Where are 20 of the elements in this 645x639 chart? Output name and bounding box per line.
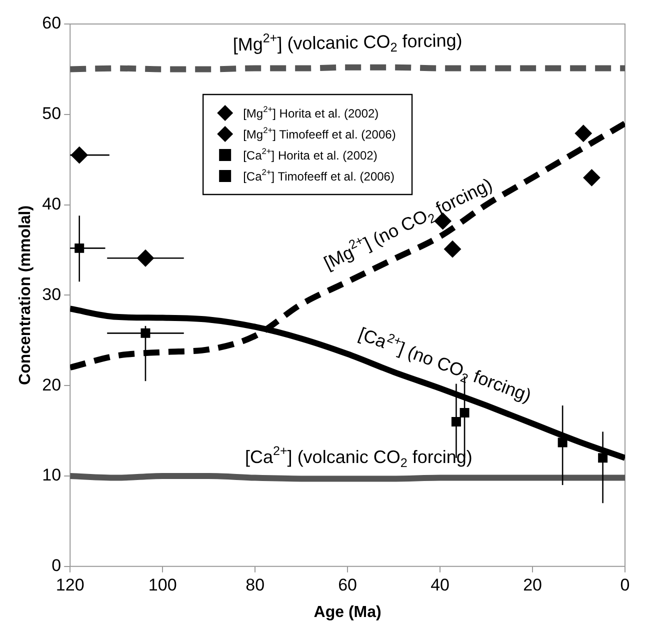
x-axis-title: Age (Ma): [314, 604, 382, 621]
y-tick-label: 0: [52, 556, 62, 576]
y-tick-label: 50: [42, 104, 62, 124]
x-tick-label: 60: [338, 575, 358, 594]
y-tick-label: 40: [42, 194, 62, 214]
y-axis-title: Concentration (mmolal): [17, 205, 34, 385]
point: [444, 240, 462, 258]
x-tick-label: 20: [523, 575, 542, 594]
x-tick-label: 80: [246, 575, 265, 594]
point: [583, 169, 600, 186]
point: [574, 124, 592, 142]
point: [460, 408, 470, 418]
x-tick-label: 120: [56, 575, 84, 594]
y-tick-label: 10: [42, 466, 62, 485]
y-tick-label: 20: [42, 375, 62, 394]
x-tick-label: 40: [430, 575, 450, 594]
x-tick-label: 100: [148, 575, 177, 594]
y-tick-label: 30: [42, 284, 62, 304]
y-tick-label: 60: [42, 14, 62, 33]
x-tick-label: 0: [620, 575, 630, 594]
